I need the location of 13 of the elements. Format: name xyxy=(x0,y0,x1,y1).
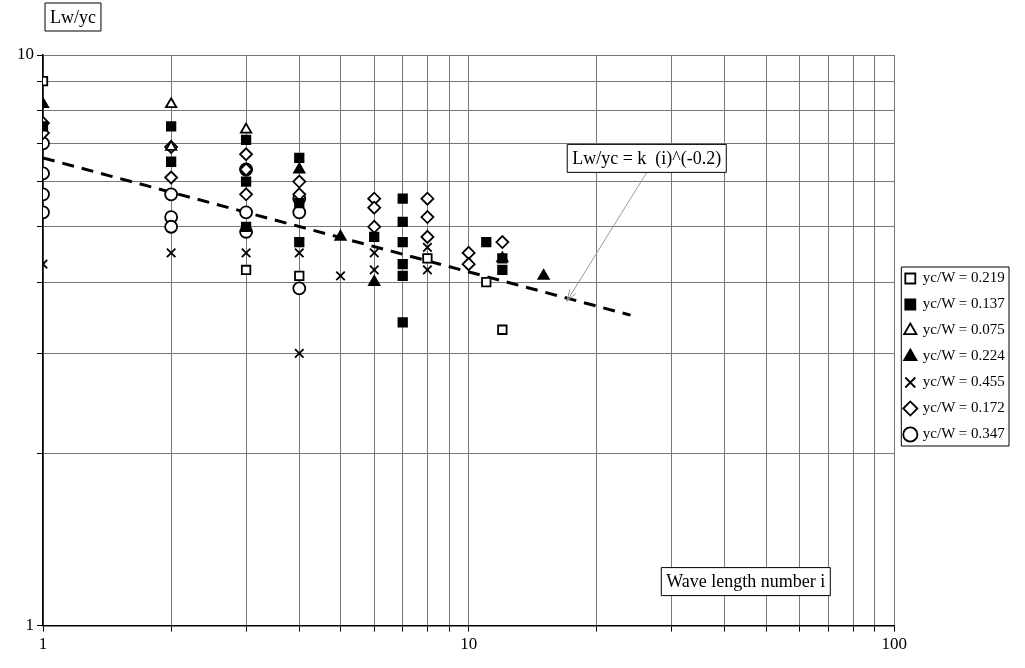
legend-label: yc/W = 0.137 xyxy=(922,295,1006,312)
legend-label: yc/W = 0.219 xyxy=(922,269,1005,286)
legend-label: yc/W = 0.455 xyxy=(922,373,1005,390)
annotation: Lw/yc = k (i)^(-0.2) xyxy=(572,148,722,170)
legend-label: yc/W = 0.075 xyxy=(922,321,1005,338)
legend-label: yc/W = 0.172 xyxy=(922,399,1005,416)
x-tick-label: 100 xyxy=(881,634,908,654)
legend-label: yc/W = 0.347 xyxy=(922,425,1006,442)
y-axis-title: Lw/yc xyxy=(50,6,96,27)
legend-label: yc/W = 0.224 xyxy=(922,347,1006,364)
x-tick-label: 1 xyxy=(38,634,48,654)
x-axis-title: Wave length number i xyxy=(666,571,826,592)
x-tick-label: 10 xyxy=(460,634,478,654)
